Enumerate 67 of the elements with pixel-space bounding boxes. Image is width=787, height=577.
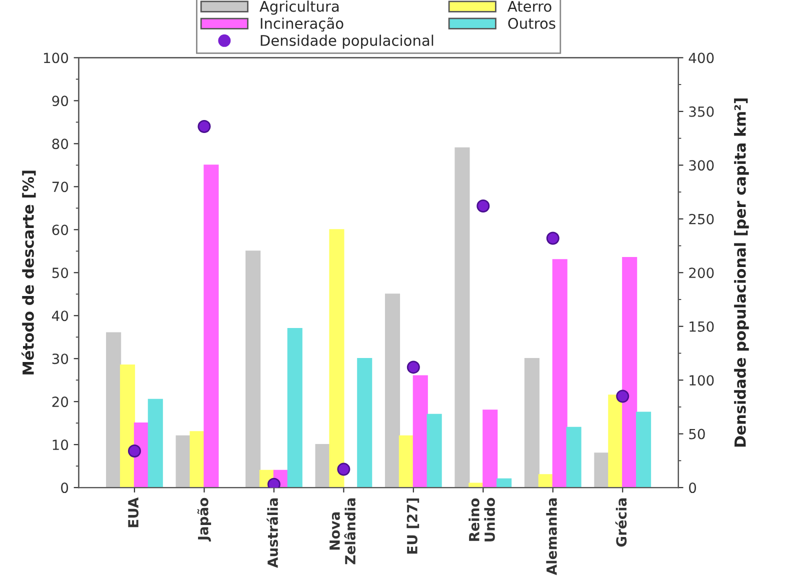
bar <box>246 250 261 488</box>
x-tick-label: Austrália <box>266 498 278 568</box>
bar <box>120 364 136 488</box>
y2-tick-label: 150 <box>690 321 714 332</box>
bar <box>384 294 400 488</box>
bar <box>608 394 624 488</box>
y-tick-label: 80 <box>52 138 68 150</box>
y2-tick-label: 0 <box>689 482 696 494</box>
y2-tick-label: 200 <box>689 268 714 278</box>
bar <box>287 328 302 488</box>
y2-tick-label: 50 <box>689 428 705 440</box>
y2-tick-label: 250 <box>689 214 714 224</box>
y-tick-label: 40 <box>52 310 68 322</box>
point <box>546 232 560 245</box>
bar <box>148 398 163 488</box>
bar <box>426 414 442 488</box>
bar <box>454 147 470 488</box>
legend-label: Aterro <box>507 1 552 12</box>
bar <box>566 426 582 488</box>
bar <box>412 375 428 488</box>
y-tick-label: 60 <box>52 224 68 236</box>
bar <box>636 412 652 488</box>
y-tick-label: 0 <box>61 482 68 494</box>
y-axis-title: Método de descarte [%] <box>22 170 36 374</box>
x-tick-label: Japão <box>197 498 212 542</box>
x-tick-label: Grécia <box>615 498 627 547</box>
point <box>616 390 630 403</box>
x-tick-label: Nova Zelândia <box>330 498 356 564</box>
y2-tick-label: 100 <box>690 375 714 386</box>
legend-label: Agricultura <box>260 0 339 15</box>
legend-label: Outros <box>508 18 556 29</box>
bar <box>398 435 414 488</box>
legend-label: Densidade populacional <box>260 34 434 49</box>
bar <box>622 257 638 488</box>
x-tick-label: EU [27] <box>406 498 420 554</box>
point <box>406 360 420 374</box>
y2-tick-label: 300 <box>689 160 714 171</box>
bar <box>315 444 330 488</box>
y-tick-label: 90 <box>52 96 68 106</box>
bar <box>538 474 554 488</box>
bar <box>552 259 568 488</box>
bar <box>357 358 372 488</box>
legend-label: Incineração <box>260 17 344 32</box>
point <box>128 444 141 458</box>
point <box>337 462 350 476</box>
y-tick-label: 20 <box>52 396 68 408</box>
y2-tick-label: 400 <box>688 52 714 64</box>
y-tick-label: 30 <box>52 354 68 364</box>
bar <box>524 358 540 488</box>
y2-axis-title: Densidade populacional [per capita km²] <box>734 98 749 447</box>
bar <box>329 229 344 488</box>
x-tick-label: Reino Unido <box>468 498 495 542</box>
bar <box>496 478 512 488</box>
point <box>198 120 211 133</box>
bar <box>204 164 219 488</box>
y-tick-label: 10 <box>52 440 68 450</box>
y-tick-label: 70 <box>52 182 68 192</box>
y-tick-label: 100 <box>44 52 68 64</box>
bar <box>190 431 205 488</box>
y-tick-label: 50 <box>52 268 68 278</box>
x-tick-label: Alemanha <box>546 498 557 576</box>
x-tick-label: EUA <box>128 497 139 528</box>
bar <box>482 410 498 488</box>
point <box>476 200 490 213</box>
bar <box>594 452 610 488</box>
y2-tick-label: 350 <box>689 106 714 117</box>
bar <box>106 332 122 488</box>
